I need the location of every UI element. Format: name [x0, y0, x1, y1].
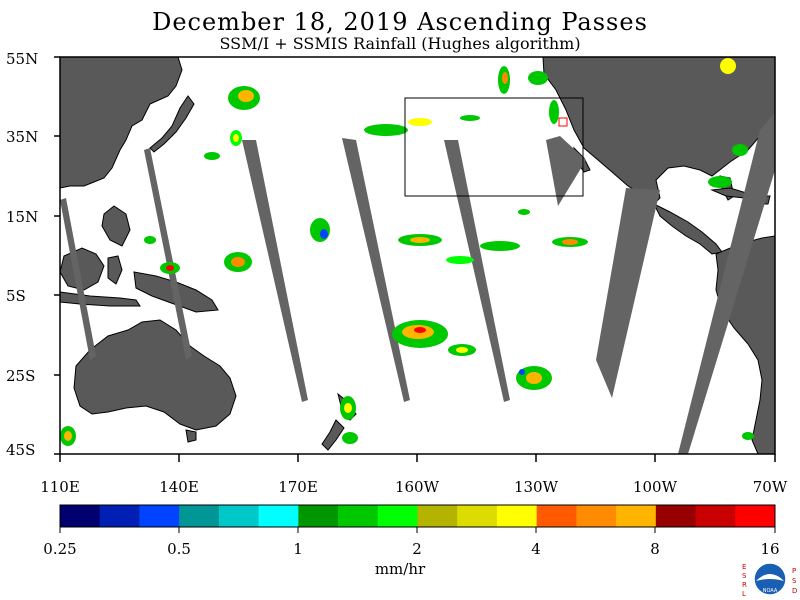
colorbar-label-0-5: 0.5: [167, 540, 191, 558]
colorbar-swatch: [655, 505, 697, 527]
colorbar-swatch: [457, 505, 498, 527]
land-philippines: [101, 205, 131, 247]
highlight-box: [404, 97, 584, 197]
swath-2: [144, 148, 192, 360]
land-central-america: [652, 202, 723, 255]
colorbar-swatch: [377, 505, 418, 527]
colorbar-swatch: [417, 505, 458, 527]
lon-label-110e: 110E: [40, 478, 80, 496]
colorbar-swatch: [218, 505, 260, 527]
lon-label-100w: 100W: [632, 478, 678, 496]
lat-label-15n: 15N: [6, 208, 39, 226]
rainfall-patches: [60, 58, 754, 446]
colorbar-swatch: [60, 505, 101, 527]
swath-8: [678, 112, 775, 454]
colorbar-swatch: [496, 505, 538, 527]
logo-letter-r: R: [742, 581, 747, 589]
colorbar-label-16: 16: [760, 540, 780, 558]
colorbar-label-8: 8: [650, 540, 660, 558]
land-japan: [149, 95, 195, 153]
logo-letter-l: L: [742, 590, 746, 598]
colorbar-label-1: 1: [293, 540, 303, 558]
lon-label-170e: 170E: [278, 478, 318, 496]
land-sulawesi: [107, 255, 123, 285]
map-title: December 18, 2019 Ascending Passes: [152, 8, 648, 36]
logo-letter-s: S: [742, 572, 747, 580]
colorbar-swatch: [735, 505, 776, 527]
swath-3: [242, 140, 308, 402]
lon-label-70w: 70W: [752, 478, 788, 496]
colorbar-label-4: 4: [531, 540, 541, 558]
logo-letter-e: E: [742, 563, 746, 571]
colorbar-swatch: [139, 505, 180, 527]
lat-label-5s: 5S: [6, 287, 26, 305]
colorbar-units: mm/hr: [374, 560, 426, 578]
location-marker: [558, 117, 568, 127]
swath-5: [444, 140, 510, 402]
land-tasmania: [185, 429, 197, 443]
colorbar-ticks: [59, 527, 776, 533]
colorbar: [60, 505, 776, 527]
colorbar-swatch: [179, 505, 220, 527]
colorbar-swatch: [576, 505, 617, 527]
lon-label-130w: 130W: [513, 478, 559, 496]
colorbar-swatch: [616, 505, 657, 527]
land-asia: [60, 57, 183, 189]
colorbar-swatch: [695, 505, 736, 527]
land-new-zealand-south: [321, 419, 345, 451]
lon-label-140e: 140E: [159, 478, 199, 496]
axis-ticks: [54, 56, 776, 462]
lat-label-55n: 55N: [6, 50, 39, 68]
swath-6: [546, 136, 586, 206]
noaa-logo: E S R L NOAA P S D: [742, 562, 797, 598]
colorbar-swatch: [298, 505, 339, 527]
logo-noaa-text: NOAA: [763, 588, 778, 594]
colorbar-swatch: [338, 505, 379, 527]
lat-label-25s: 25S: [6, 367, 36, 385]
noaa-gull: [756, 574, 784, 581]
colorbar-label-0-25: 0.25: [43, 540, 77, 558]
colorbar-swatch: [536, 505, 577, 527]
logo-letter-p: P: [792, 567, 796, 575]
land-australia: [73, 319, 237, 431]
colorbar-swatch: [258, 505, 299, 527]
logo-letter-d: D: [792, 587, 797, 595]
map-subtitle: SSM/I + SSMIS Rainfall (Hughes algorithm…: [219, 34, 581, 53]
lon-label-160w: 160W: [394, 478, 440, 496]
logo-letter-s2: S: [792, 577, 797, 585]
land-north-america: [542, 57, 775, 205]
colorbar-swatch: [99, 505, 140, 527]
swath-7: [596, 188, 660, 398]
lat-label-45s: 45S: [6, 441, 36, 459]
swath-1: [60, 198, 96, 360]
colorbar-label-2: 2: [412, 540, 422, 558]
lat-label-35n: 35N: [6, 128, 39, 146]
